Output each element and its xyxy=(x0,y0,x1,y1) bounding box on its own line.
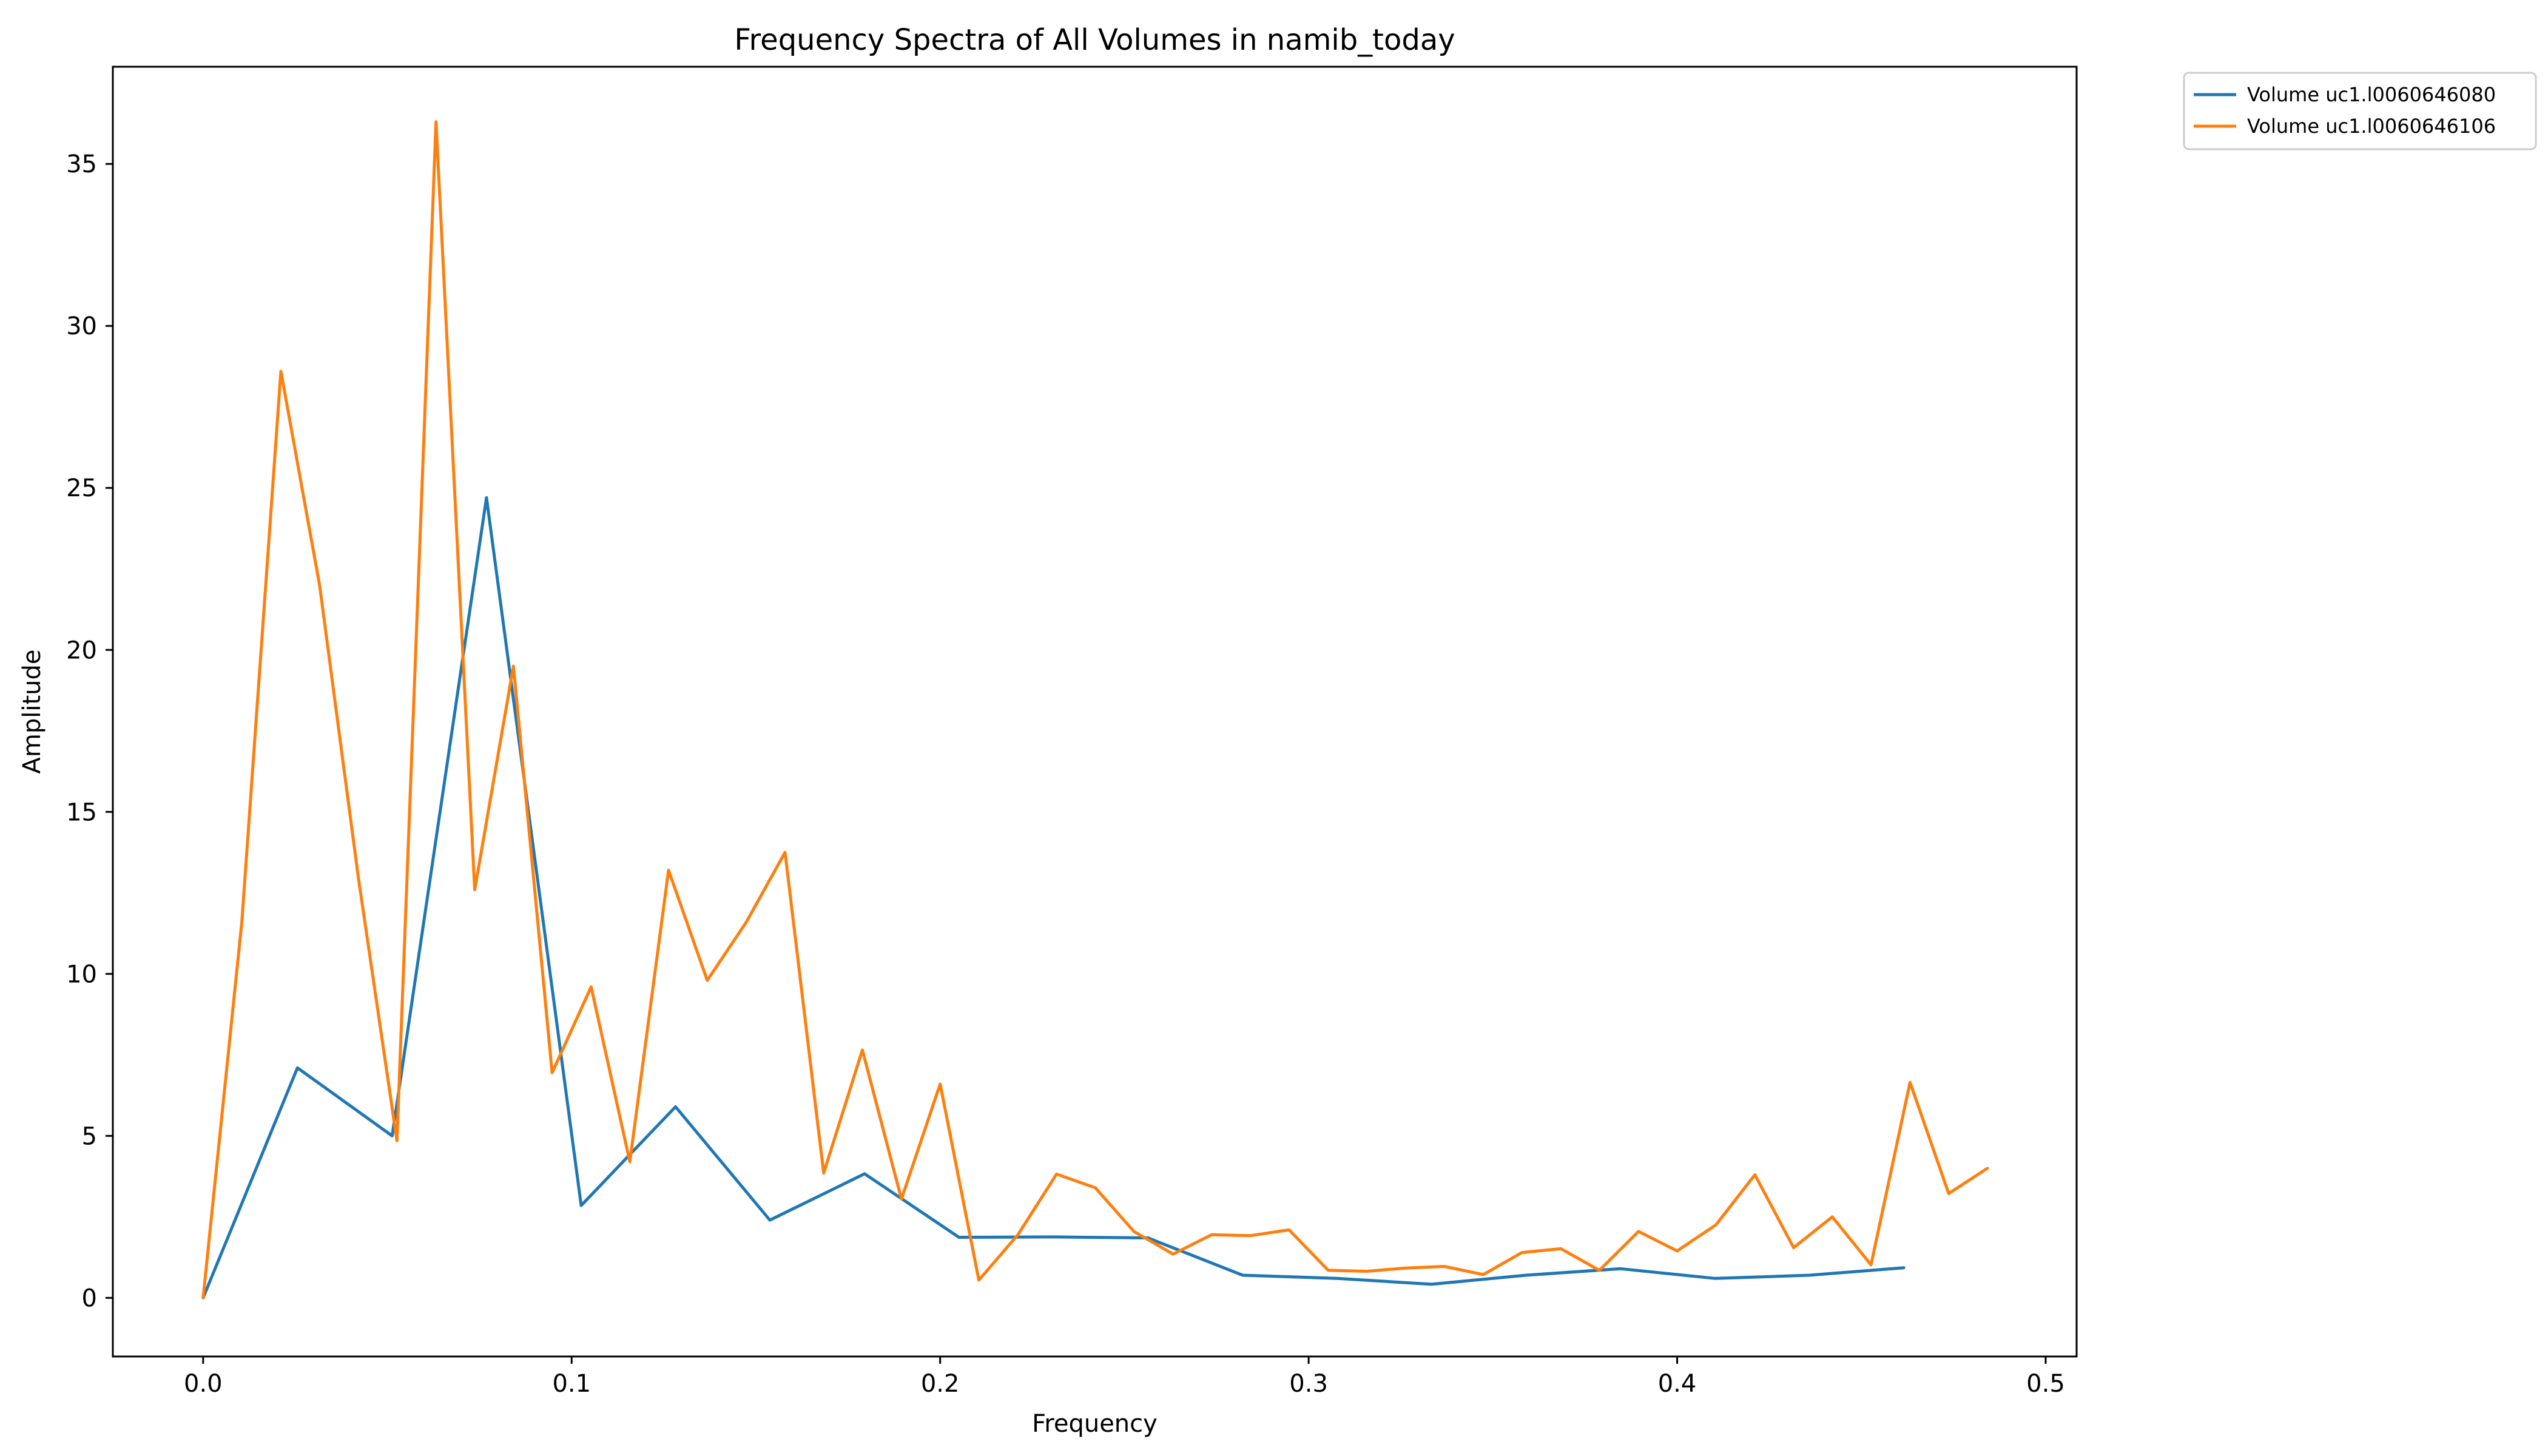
legend: Volume uc1.l0060646080 Volume uc1.l006064… xyxy=(2183,72,2537,150)
y-axis: 0 5 10 15 20 25 30 35 xyxy=(66,150,113,1312)
y-tick-label: 15 xyxy=(66,798,97,826)
y-tick-label: 5 xyxy=(82,1122,97,1150)
x-tick-label: 0.0 xyxy=(184,1370,223,1398)
y-tick-label: 0 xyxy=(82,1284,97,1312)
plot-area xyxy=(112,66,2078,1358)
y-tick-label: 25 xyxy=(66,474,97,502)
legend-label-1: Volume uc1.l0060646080 xyxy=(2247,83,2496,106)
x-tick-label: 0.2 xyxy=(921,1370,960,1398)
x-tick-label: 0.5 xyxy=(2026,1370,2065,1398)
series-group xyxy=(201,120,1989,1299)
x-tick-label: 0.1 xyxy=(552,1370,591,1398)
plot-frame xyxy=(112,66,2078,1358)
x-axis-title: Frequency xyxy=(1032,1410,1158,1438)
x-axis: 0.0 0.1 0.2 0.3 0.4 0.5 xyxy=(184,1357,2065,1398)
y-tick-label: 10 xyxy=(66,960,97,988)
series-line-2 xyxy=(201,120,1989,1299)
legend-box xyxy=(2183,72,2537,150)
legend-label-2: Volume uc1.l0060646106 xyxy=(2247,115,2496,138)
x-tick-label: 0.4 xyxy=(1658,1370,1697,1398)
chart-title: Frequency Spectra of All Volumes in nami… xyxy=(734,23,1455,57)
y-axis-title: Amplitude xyxy=(18,650,46,774)
y-tick-label: 35 xyxy=(66,150,97,178)
y-tick-label: 20 xyxy=(66,636,97,664)
x-tick-label: 0.3 xyxy=(1289,1370,1328,1398)
y-tick-label: 30 xyxy=(66,312,97,340)
series-line-1 xyxy=(201,496,1906,1299)
